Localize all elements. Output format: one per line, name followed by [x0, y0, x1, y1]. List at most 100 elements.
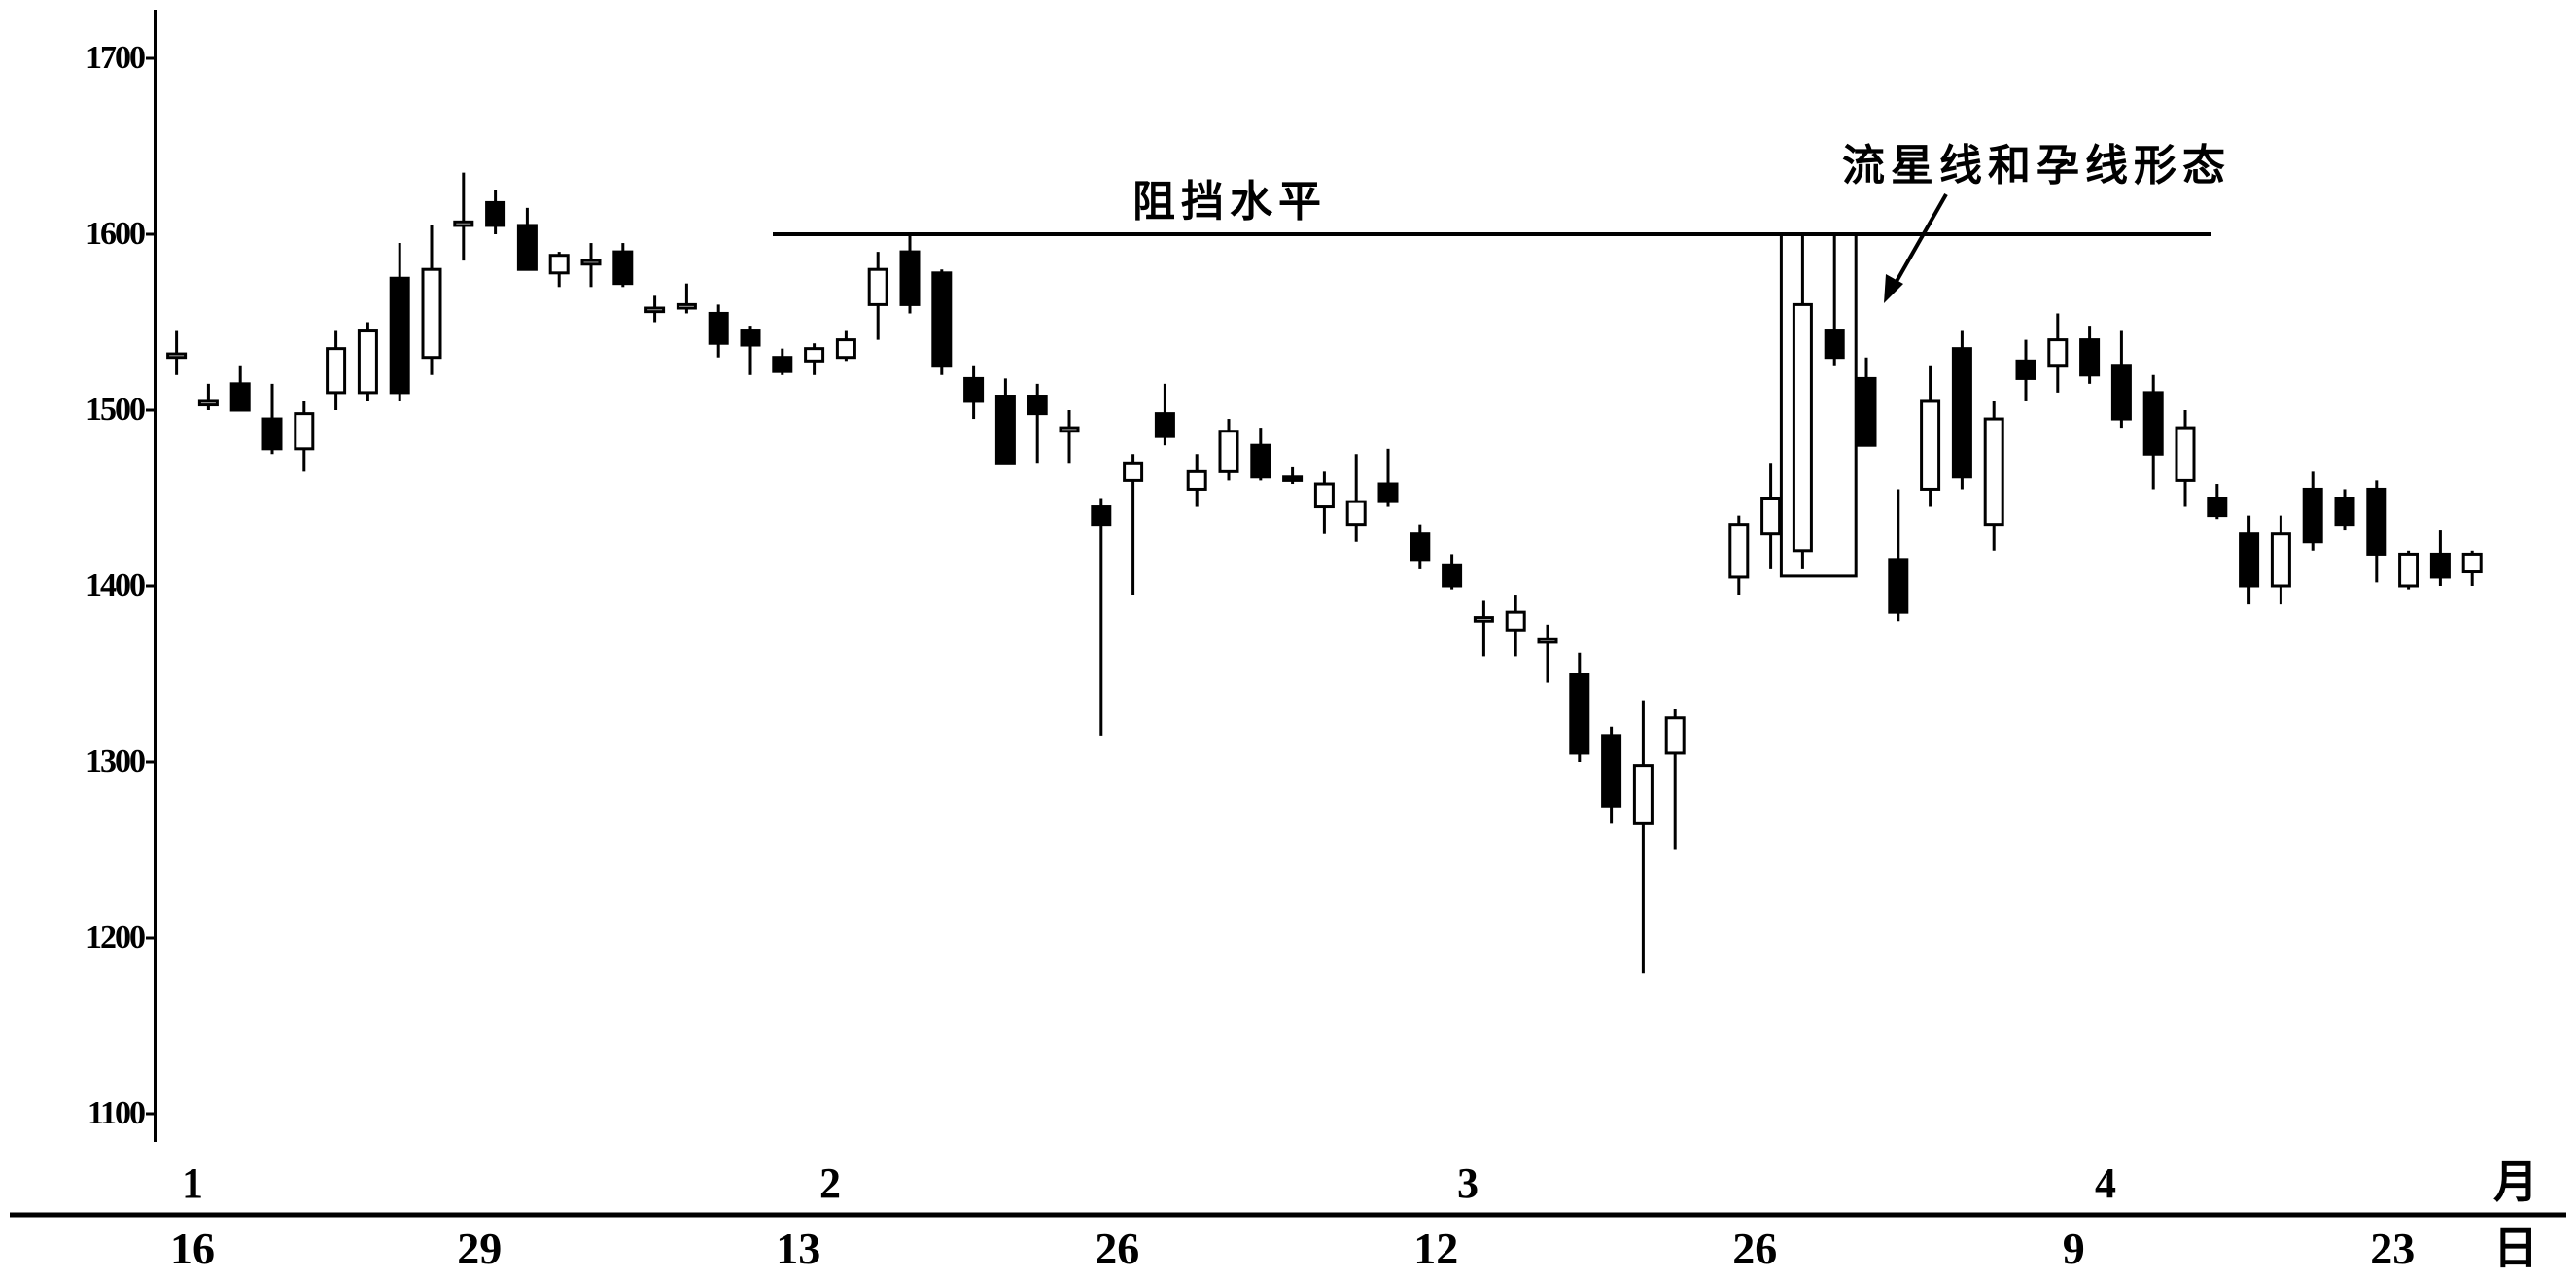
day-label: 9 — [2063, 1224, 2085, 1273]
pattern-arrow-head — [1884, 274, 1903, 303]
candle-body — [1442, 563, 1463, 588]
candle-body — [1410, 532, 1431, 562]
candle-body — [676, 302, 697, 310]
day-label: 29 — [457, 1224, 502, 1273]
candle-body — [1951, 347, 1972, 479]
candle — [261, 383, 283, 455]
candle — [740, 326, 761, 375]
y-tick-label: 1100 — [87, 1095, 145, 1131]
candle — [644, 295, 666, 323]
candle — [804, 343, 825, 375]
candle — [2366, 480, 2387, 583]
candle-body — [1983, 417, 2004, 527]
candle — [2429, 530, 2451, 586]
candle — [294, 400, 315, 472]
pattern-label: 流星线和孕线形态 — [1842, 141, 2231, 190]
candle — [1218, 419, 1239, 481]
candle-body — [1377, 482, 1399, 503]
day-label: 26 — [1095, 1224, 1139, 1273]
candle — [485, 190, 506, 234]
candle — [389, 243, 410, 401]
candle-body — [2110, 364, 2132, 421]
candle — [1569, 652, 1590, 762]
candle-body — [1728, 523, 1750, 579]
candle — [1410, 524, 1431, 569]
candle-body — [1250, 443, 1271, 479]
candle — [1728, 515, 1750, 596]
candle-body — [1123, 461, 1144, 482]
candle-body — [2047, 338, 2069, 368]
candle-body — [931, 271, 953, 368]
candle-body — [261, 417, 283, 451]
candle-body — [2366, 487, 2387, 556]
candle — [931, 269, 953, 375]
candle — [1027, 383, 1048, 464]
candle-body — [1186, 469, 1207, 491]
candle-body — [2429, 552, 2451, 579]
candle-body — [804, 347, 825, 363]
candle-body — [1345, 500, 1367, 527]
candle — [963, 365, 985, 420]
candle — [1760, 463, 1782, 569]
candle-body — [2461, 552, 2483, 574]
candle-body — [2334, 497, 2355, 527]
month-label: 3 — [1457, 1159, 1479, 1207]
candle — [1824, 234, 1845, 366]
candle — [1473, 600, 1494, 657]
candle — [2270, 515, 2291, 605]
candle — [1505, 595, 1526, 657]
candle — [1442, 554, 1463, 590]
pattern-box — [1779, 232, 1858, 578]
candle-body — [2239, 532, 2260, 588]
candle — [994, 378, 1016, 465]
candle-body — [994, 395, 1016, 465]
candle — [2110, 330, 2132, 429]
candle-body — [1505, 610, 1526, 632]
x-tick-labels: 1 2 3 416 29 13 26 12 26 9 23 — [170, 1159, 2415, 1273]
candle — [1888, 489, 1909, 622]
candle — [229, 365, 251, 412]
candle-body — [2398, 552, 2419, 588]
axis-unit-day: 日 — [2493, 1222, 2538, 1274]
month-label: 2 — [819, 1159, 841, 1207]
candle — [2015, 339, 2036, 401]
candle — [1123, 454, 1144, 596]
candle-body — [2175, 426, 2196, 482]
plot-area — [10, 10, 2566, 1218]
candle-body — [1920, 399, 1941, 491]
candle — [1792, 234, 1813, 569]
candle — [453, 172, 474, 261]
candle-body — [389, 276, 410, 395]
candle — [2334, 489, 2355, 531]
candle — [1632, 700, 1654, 974]
candle-body — [1569, 673, 1590, 755]
y-tick-label: 1200 — [86, 919, 145, 955]
candle-body — [835, 338, 856, 360]
candle — [2047, 313, 2069, 393]
candle-body — [1601, 734, 1622, 808]
candle-body — [453, 220, 474, 227]
candle-body — [485, 200, 506, 227]
candle — [357, 322, 378, 401]
candle-body — [2270, 532, 2291, 588]
candle-body — [516, 224, 538, 271]
candle-body — [326, 347, 347, 395]
candle-body — [708, 311, 729, 345]
candle-body — [357, 329, 378, 395]
month-label: 1 — [182, 1159, 203, 1207]
candle — [1377, 448, 1399, 507]
candle — [2461, 550, 2483, 586]
candle — [1537, 624, 1558, 683]
candle — [1154, 383, 1175, 446]
candle — [708, 304, 729, 358]
candle-body — [899, 250, 921, 306]
candle-body — [644, 306, 666, 314]
candle-body — [2015, 359, 2036, 380]
candle — [867, 252, 888, 340]
candle-body — [1027, 395, 1048, 416]
candle-body — [1824, 329, 1845, 360]
y-tick-label: 1400 — [86, 568, 145, 604]
candle — [516, 207, 538, 271]
candle-body — [772, 356, 793, 373]
